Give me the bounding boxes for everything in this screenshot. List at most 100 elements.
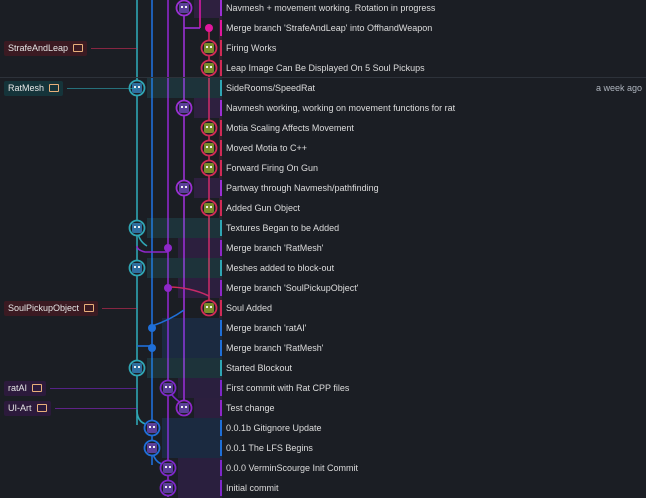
- commit-message: Merge branch 'ratAI': [226, 323, 307, 333]
- computer-icon: [73, 44, 84, 52]
- commit-message: Merge branch 'RatMesh': [226, 343, 324, 353]
- row-color-bar: [220, 280, 222, 296]
- row-color-bar: [220, 420, 222, 436]
- merge-node[interactable]: [164, 284, 172, 292]
- commit-avatar[interactable]: [159, 479, 177, 497]
- row-band: [178, 238, 222, 258]
- commit-row[interactable]: Soul Added: [0, 298, 646, 318]
- commit-row[interactable]: Merge branch 'RatMesh': [0, 338, 646, 358]
- commit-message: Navmesh working, working on movement fun…: [226, 103, 456, 113]
- commit-row[interactable]: Test change: [0, 398, 646, 418]
- commit-avatar[interactable]: [200, 159, 218, 177]
- branch-label[interactable]: SoulPickupObject: [4, 301, 99, 316]
- commit-avatar[interactable]: [175, 399, 193, 417]
- commit-row[interactable]: 0.0.1 The LFS Begins: [0, 438, 646, 458]
- row-color-bar: [220, 320, 222, 336]
- commit-message: SideRooms/SpeedRat: [226, 83, 316, 93]
- commit-message: Leap Image Can Be Displayed On 5 Soul Pi…: [226, 63, 425, 73]
- row-color-bar: [220, 440, 222, 456]
- computer-icon: [84, 304, 95, 312]
- row-separator: [0, 77, 646, 78]
- commit-message: Forward Firing On Gun: [226, 163, 319, 173]
- branch-connector: [102, 308, 137, 309]
- commit-row[interactable]: Merge branch 'RatMesh': [0, 238, 646, 258]
- branch-name: SoulPickupObject: [8, 303, 80, 313]
- commit-avatar[interactable]: [159, 459, 177, 477]
- commit-row[interactable]: Navmesh + movement working. Rotation in …: [0, 0, 646, 18]
- commit-avatar[interactable]: [200, 119, 218, 137]
- commit-row[interactable]: Initial commit: [0, 478, 646, 498]
- commit-row[interactable]: 0.0.0 VerminScourge Init Commit: [0, 458, 646, 478]
- commit-message: Textures Began to be Added: [226, 223, 340, 233]
- commit-row[interactable]: Meshes added to block-out: [0, 258, 646, 278]
- commit-avatar[interactable]: [200, 199, 218, 217]
- commit-row[interactable]: Firing Works: [0, 38, 646, 58]
- commit-avatar[interactable]: [128, 79, 146, 97]
- commit-row[interactable]: Textures Began to be Added: [0, 218, 646, 238]
- commit-avatar[interactable]: [175, 179, 193, 197]
- row-color-bar: [220, 20, 222, 36]
- commit-message: Motia Scaling Affects Movement: [226, 123, 354, 133]
- commit-date: a week ago: [595, 83, 642, 93]
- commit-row[interactable]: Navmesh working, working on movement fun…: [0, 98, 646, 118]
- commit-avatar[interactable]: [143, 439, 161, 457]
- row-color-bar: [220, 120, 222, 136]
- commit-avatar[interactable]: [200, 139, 218, 157]
- commit-message: Added Gun Object: [226, 203, 301, 213]
- commit-row[interactable]: Forward Firing On Gun: [0, 158, 646, 178]
- commit-row[interactable]: Merge branch 'SoulPickupObject': [0, 278, 646, 298]
- commit-avatar[interactable]: [128, 219, 146, 237]
- commit-row[interactable]: Added Gun Object: [0, 198, 646, 218]
- branch-label[interactable]: UI-Art: [4, 401, 51, 416]
- branch-label[interactable]: RatMesh: [4, 81, 64, 96]
- commit-row[interactable]: First commit with Rat CPP files: [0, 378, 646, 398]
- commit-avatar[interactable]: [200, 299, 218, 317]
- branch-name: UI-Art: [8, 403, 32, 413]
- branch-label[interactable]: ratAI: [4, 381, 47, 396]
- commit-avatar[interactable]: [175, 0, 193, 17]
- merge-node[interactable]: [205, 24, 213, 32]
- row-band: [162, 318, 222, 338]
- merge-node[interactable]: [148, 324, 156, 332]
- commit-row[interactable]: Started Blockout: [0, 358, 646, 378]
- commit-message: Merge branch 'StrafeAndLeap' into Offhan…: [226, 23, 433, 33]
- commit-message: Merge branch 'RatMesh': [226, 243, 324, 253]
- branch-connector: [50, 388, 137, 389]
- row-band: [178, 278, 222, 298]
- branch-connector: [55, 408, 137, 409]
- commit-avatar[interactable]: [200, 59, 218, 77]
- row-color-bar: [220, 380, 222, 396]
- commit-message: Initial commit: [226, 483, 279, 493]
- branch-connector: [91, 48, 137, 49]
- commit-avatar[interactable]: [128, 359, 146, 377]
- commit-row[interactable]: 0.0.1b Gitignore Update: [0, 418, 646, 438]
- row-color-bar: [220, 300, 222, 316]
- row-color-bar: [220, 100, 222, 116]
- commit-avatar[interactable]: [159, 379, 177, 397]
- commit-row[interactable]: Merge branch 'ratAI': [0, 318, 646, 338]
- merge-node[interactable]: [148, 344, 156, 352]
- commit-message: 0.0.0 VerminScourge Init Commit: [226, 463, 359, 473]
- row-color-bar: [220, 0, 222, 16]
- commit-row[interactable]: Merge branch 'StrafeAndLeap' into Offhan…: [0, 18, 646, 38]
- row-color-bar: [220, 220, 222, 236]
- commit-avatar[interactable]: [128, 259, 146, 277]
- row-band: [178, 478, 222, 498]
- row-color-bar: [220, 80, 222, 96]
- commit-row[interactable]: Moved Motia to C++: [0, 138, 646, 158]
- commit-avatar[interactable]: [200, 39, 218, 57]
- commit-row[interactable]: Motia Scaling Affects Movement: [0, 118, 646, 138]
- row-band: [178, 458, 222, 478]
- commit-avatar[interactable]: [143, 419, 161, 437]
- graph-edge: [136, 245, 168, 253]
- branch-label[interactable]: StrafeAndLeap: [4, 41, 88, 56]
- merge-node[interactable]: [164, 244, 172, 252]
- commit-avatar[interactable]: [175, 99, 193, 117]
- row-color-bar: [220, 200, 222, 216]
- commit-message: Meshes added to block-out: [226, 263, 335, 273]
- commit-row[interactable]: Partway through Navmesh/pathfinding: [0, 178, 646, 198]
- commit-row[interactable]: SideRooms/SpeedRat a week ago: [0, 77, 646, 98]
- commit-message: First commit with Rat CPP files: [226, 383, 350, 393]
- commit-row[interactable]: Leap Image Can Be Displayed On 5 Soul Pi…: [0, 58, 646, 78]
